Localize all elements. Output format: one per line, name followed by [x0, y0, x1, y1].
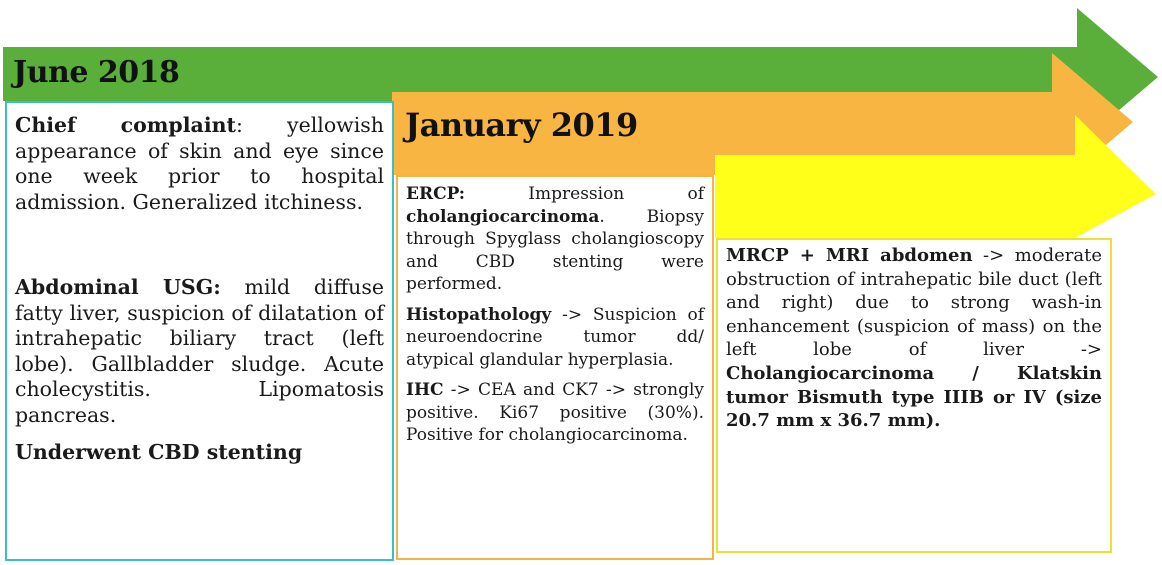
chief-complaint-text: : yellowish appearance of skin and eye s…: [15, 113, 384, 214]
ihc-label: IHC: [406, 380, 444, 400]
ercp-label: ERCP:: [406, 184, 466, 204]
ercp-text-2: . Biopsy through Spyglass cholangioscopy…: [406, 206, 704, 295]
abdominal-usg-text: mild diffuse fatty liver, suspicion of d…: [15, 275, 384, 427]
green-arrow: [3, 8, 1158, 146]
abdominal-usg: Abdominal USG: mild diffuse fatty liver,…: [15, 275, 384, 428]
histopathology: Histopathology -> Suspicion of neuroendo…: [406, 304, 704, 372]
stage2-box: ERCP: Impression of cholangiocarcinoma. …: [396, 175, 714, 560]
mri-text: -> moderate obstruction of intrahepatic …: [726, 245, 1102, 361]
chief-complaint: Chief complaint: yellowish appearance of…: [15, 113, 384, 215]
ercp-impression: cholangiocarcinoma: [406, 206, 600, 227]
mri-diagnosis: Cholangiocarcinoma / Klatskin tumor Bism…: [726, 362, 1102, 432]
ercp-text: Impression of: [465, 184, 704, 204]
mri-label: MRCP + MRI abdomen: [726, 245, 973, 266]
yellow-arrow: [715, 115, 1156, 238]
histopathology-text: -> Suspicion of neuroendocrine tumor dd/…: [406, 304, 704, 370]
stage3-box: MRCP + MRI abdomen -> moderate obstructi…: [716, 238, 1112, 553]
ihc-text: -> CEA and CK7 -> strongly positive. Ki6…: [406, 380, 704, 445]
stage1-heading: June 2018: [13, 55, 180, 90]
stage1-box: Chief complaint: yellowish appearance of…: [5, 101, 394, 561]
ihc: IHC -> CEA and CK7 -> strongly positive.…: [406, 379, 704, 447]
abdominal-usg-label: Abdominal USG:: [15, 275, 221, 299]
histopathology-label: Histopathology: [406, 304, 552, 325]
mri: MRCP + MRI abdomen -> moderate obstructi…: [726, 244, 1102, 433]
cbd-stenting: Underwent CBD stenting: [15, 440, 303, 464]
chief-complaint-label: Chief complaint: [15, 113, 236, 137]
stage2-heading: January 2019: [405, 106, 638, 144]
ercp: ERCP: Impression of cholangiocarcinoma. …: [406, 183, 704, 296]
